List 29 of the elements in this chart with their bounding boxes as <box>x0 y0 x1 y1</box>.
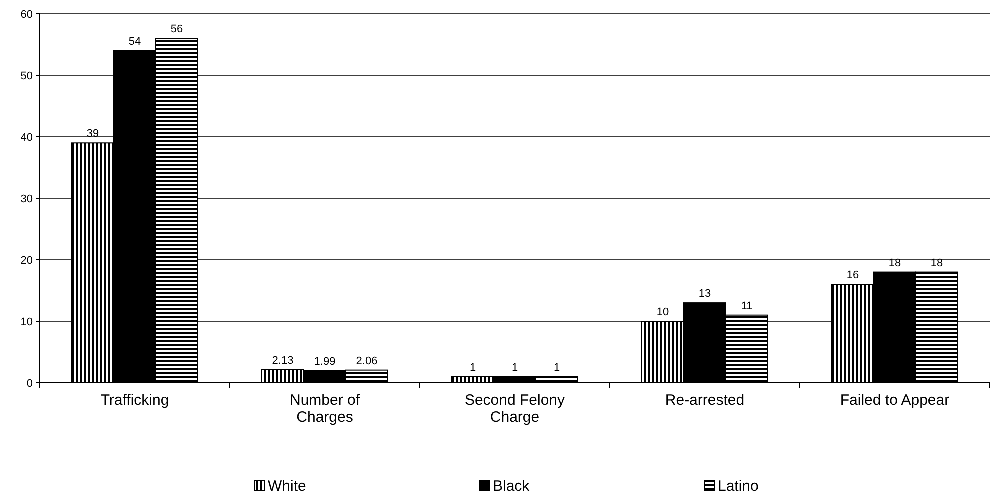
y-tick-label: 0 <box>26 378 33 390</box>
data-label: 10 <box>656 306 670 318</box>
data-label: 2.06 <box>356 355 378 368</box>
y-tick-label: 20 <box>20 254 33 267</box>
data-label: 18 <box>930 257 944 270</box>
x-tick-label: Re-arrested <box>665 392 745 409</box>
y-tick-label: 60 <box>20 8 33 21</box>
legend-label: Latino <box>718 478 759 495</box>
y-tick-label: 10 <box>20 316 33 328</box>
data-label: 1 <box>512 362 518 374</box>
data-label: 2.13 <box>272 354 294 367</box>
data-label: 13 <box>698 288 712 300</box>
y-tick-label: 50 <box>20 70 33 82</box>
data-label: 1 <box>554 362 560 374</box>
data-label: 18 <box>888 257 902 270</box>
x-tick-label: Second Felony Charge <box>464 392 566 426</box>
data-label: 56 <box>170 24 184 36</box>
data-label: 1 <box>470 362 476 374</box>
y-tick-label: 30 <box>20 193 33 206</box>
data-label: 16 <box>846 270 860 282</box>
x-tick-label: Failed to Appear <box>840 392 950 409</box>
x-tick-label: Trafficking <box>100 392 170 409</box>
data-label: 11 <box>741 300 753 312</box>
legend-label: White <box>268 478 306 495</box>
legend-label: Black <box>493 478 530 495</box>
data-label: 54 <box>128 36 142 48</box>
x-tick-label: Number of Charges <box>290 392 361 426</box>
data-label: 1.99 <box>314 356 336 368</box>
y-tick-label: 40 <box>20 132 33 144</box>
